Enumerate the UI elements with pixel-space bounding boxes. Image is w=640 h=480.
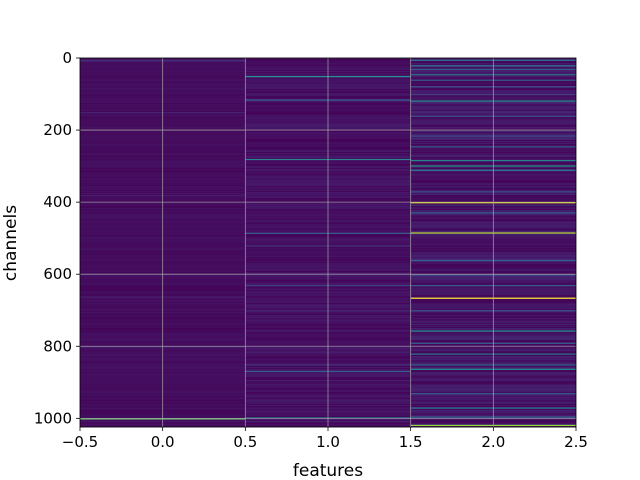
x-tick-label: 1.5 [399, 433, 423, 451]
y-tick-label: 600 [43, 265, 72, 283]
x-axis: −0.5 0.0 0.5 1.0 1.5 2.0 2.5 [62, 427, 588, 451]
y-tick-label: 0 [62, 49, 72, 67]
y-tick-label: 400 [43, 193, 72, 211]
x-tick-label: 0.0 [151, 433, 175, 451]
y-axis: 0 200 400 600 800 1000 [34, 49, 80, 427]
plot-area [79, 57, 577, 428]
x-tick-label: 0.5 [233, 433, 257, 451]
x-axis-label: features [293, 461, 363, 480]
x-tick-label: 2.0 [481, 433, 505, 451]
x-tick-label: 2.5 [564, 433, 588, 451]
x-tick-label: −0.5 [62, 433, 98, 451]
y-tick-label: 1000 [34, 409, 72, 427]
y-axis-label: channels [1, 205, 21, 281]
y-tick-label: 200 [43, 121, 72, 139]
y-tick-label: 800 [43, 337, 72, 355]
x-tick-label: 1.0 [316, 433, 340, 451]
